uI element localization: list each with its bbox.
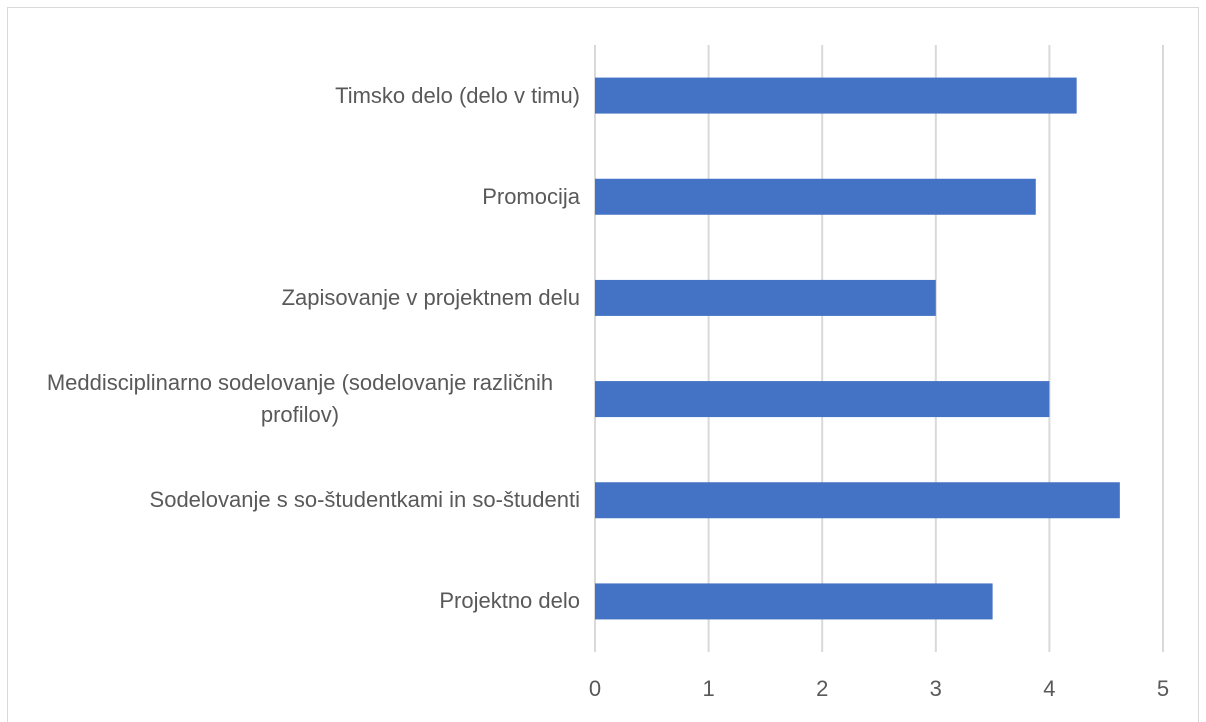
x-tick-label: 5 <box>1157 676 1169 701</box>
bar <box>595 77 1077 114</box>
y-tick-label: Projektno delo <box>439 588 580 614</box>
y-tick-label: Zapisovanje v projektnem delu <box>281 284 580 310</box>
bar <box>595 583 993 620</box>
y-tick-label: Sodelovanje s so-študentkami in so-štude… <box>149 487 580 513</box>
x-tick-label: 2 <box>816 676 828 701</box>
y-tick-label-box: Zapisovanje v projektnem delu <box>282 282 580 314</box>
y-tick-label-box: Projektno delo <box>439 585 580 617</box>
y-tick-label-box: Meddisciplinarno sodelovanje (sodelovanj… <box>20 367 580 431</box>
x-tick-label: 3 <box>930 676 942 701</box>
y-tick-label-box: Promocija <box>482 181 580 213</box>
x-tick-label: 4 <box>1043 676 1055 701</box>
y-tick-label: Timsko delo (delo v timu) <box>335 82 580 108</box>
bar <box>595 178 1036 215</box>
y-tick-label: Promocija <box>482 183 580 209</box>
y-tick-label: Meddisciplinarno sodelovanje (sodelovanj… <box>46 370 554 428</box>
bar <box>595 482 1120 519</box>
x-tick-label: 0 <box>589 676 601 701</box>
x-tick-label: 1 <box>702 676 714 701</box>
bar <box>595 381 1050 418</box>
y-tick-label-box: Timsko delo (delo v timu) <box>335 80 580 112</box>
chart-border <box>7 7 1199 722</box>
y-tick-label-box: Sodelovanje s so-študentkami in so-štude… <box>150 484 580 516</box>
bar <box>595 279 936 316</box>
